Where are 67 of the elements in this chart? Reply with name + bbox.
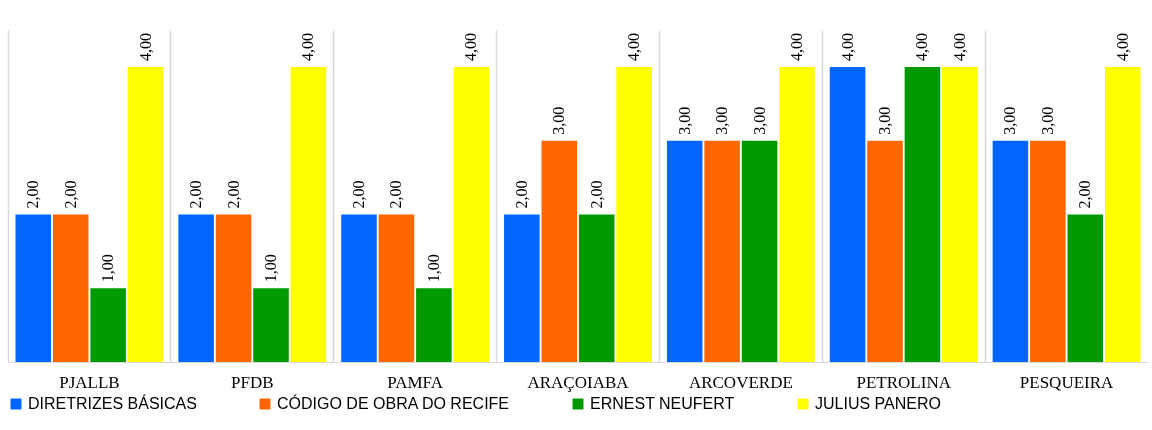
bar <box>829 66 866 362</box>
bar <box>779 66 815 362</box>
x-tick-label: ARCOVERDE <box>688 372 793 392</box>
bar <box>90 288 126 362</box>
legend-label: ERNEST NEUFERT <box>590 395 735 412</box>
bar <box>378 214 415 362</box>
x-tick-label: PFDB <box>231 372 274 392</box>
data-label: 2,00 <box>587 180 605 209</box>
legend-label: JULIUS PANERO <box>815 395 941 412</box>
data-label: 3,00 <box>550 106 568 135</box>
bar <box>215 214 252 362</box>
legend-label: CÓDIGO DE OBRA DO RECIFE <box>277 394 510 412</box>
bar <box>1067 214 1104 362</box>
bar <box>1030 140 1066 362</box>
data-label: 3,00 <box>675 106 693 135</box>
data-label: 2,00 <box>349 180 367 209</box>
bar <box>904 66 941 362</box>
bar <box>416 288 452 362</box>
bar <box>942 66 978 362</box>
bar <box>992 140 1029 362</box>
bar <box>541 140 578 362</box>
data-label: 2,00 <box>24 180 42 209</box>
legend-label: DIRETRIZES BÁSICAS <box>28 394 197 412</box>
bar <box>178 214 214 362</box>
data-label: 4,00 <box>462 32 480 61</box>
x-tick-label: ARAÇOIABA <box>527 372 630 392</box>
bar <box>290 66 327 362</box>
bar <box>1104 66 1141 362</box>
data-label: 2,00 <box>1076 180 1094 209</box>
bar <box>15 214 52 362</box>
bar <box>741 140 778 362</box>
bar <box>578 214 615 362</box>
bar <box>504 214 540 362</box>
data-label: 4,00 <box>299 32 317 61</box>
x-tick-label: PJALLB <box>59 372 120 392</box>
data-label: 4,00 <box>1113 32 1131 61</box>
data-label: 3,00 <box>1001 106 1019 135</box>
bar <box>666 140 703 362</box>
bar <box>341 214 377 362</box>
data-label: 4,00 <box>838 32 856 61</box>
data-label: 4,00 <box>950 32 968 61</box>
data-label: 1,00 <box>424 254 442 283</box>
x-tick-label: PETROLINA <box>856 372 952 392</box>
bar <box>616 66 652 362</box>
data-label: 1,00 <box>99 254 117 283</box>
x-tick-label: PESQUEIRA <box>1019 372 1115 392</box>
data-label: 3,00 <box>876 106 893 135</box>
bar <box>704 140 740 362</box>
data-label: 1,00 <box>262 254 279 283</box>
bar <box>253 288 289 362</box>
data-label: 2,00 <box>187 180 205 209</box>
data-label: 3,00 <box>750 106 768 135</box>
data-label: 2,00 <box>512 180 530 209</box>
data-label: 3,00 <box>713 106 731 135</box>
data-label: 4,00 <box>625 32 643 61</box>
x-tick-label: PAMFA <box>387 372 444 392</box>
data-label: 4,00 <box>788 32 806 61</box>
data-label: 4,00 <box>913 32 931 61</box>
bar <box>127 66 164 362</box>
data-label: 2,00 <box>61 180 79 209</box>
data-label: 3,00 <box>1038 106 1056 135</box>
bar <box>867 140 903 362</box>
data-label: 2,00 <box>224 180 242 209</box>
data-label: 2,00 <box>387 180 405 209</box>
bar <box>453 66 490 362</box>
bar <box>52 214 89 362</box>
data-label: 4,00 <box>136 32 154 61</box>
